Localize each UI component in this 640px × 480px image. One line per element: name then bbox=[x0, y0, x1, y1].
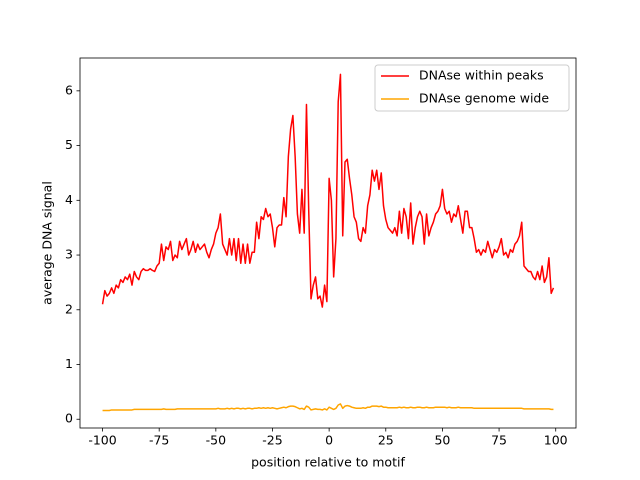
plot-frame bbox=[79, 57, 577, 429]
x-tick-label: 50 bbox=[434, 433, 450, 448]
x-tick-label: -75 bbox=[149, 433, 169, 448]
x-tick-label: -50 bbox=[206, 433, 226, 448]
x-axis-label: position relative to motif bbox=[251, 455, 405, 470]
y-tick-label: 2 bbox=[65, 301, 73, 316]
line bbox=[102, 403, 554, 412]
line bbox=[101, 73, 555, 308]
legend-label: DNAse within peaks bbox=[419, 68, 544, 83]
x-tick-label: 75 bbox=[491, 433, 507, 448]
x-tick-label: -25 bbox=[262, 433, 282, 448]
legend-box bbox=[374, 64, 570, 112]
x-tick-label: 25 bbox=[378, 433, 394, 448]
x-tick-label: 0 bbox=[325, 433, 333, 448]
y-tick-label: 6 bbox=[65, 82, 73, 97]
y-tick-label: 1 bbox=[65, 356, 73, 371]
y-tick-label: 4 bbox=[65, 192, 73, 207]
y-axis-label: average DNA signal bbox=[40, 181, 55, 305]
y-tick-label: 3 bbox=[65, 247, 73, 262]
x-tick-label: 100 bbox=[544, 433, 568, 448]
y-tick-label: 5 bbox=[65, 137, 73, 152]
y-tick-label: 0 bbox=[65, 411, 73, 426]
x-tick-label: -100 bbox=[88, 433, 116, 448]
legend-label: DNAse genome wide bbox=[419, 91, 549, 106]
